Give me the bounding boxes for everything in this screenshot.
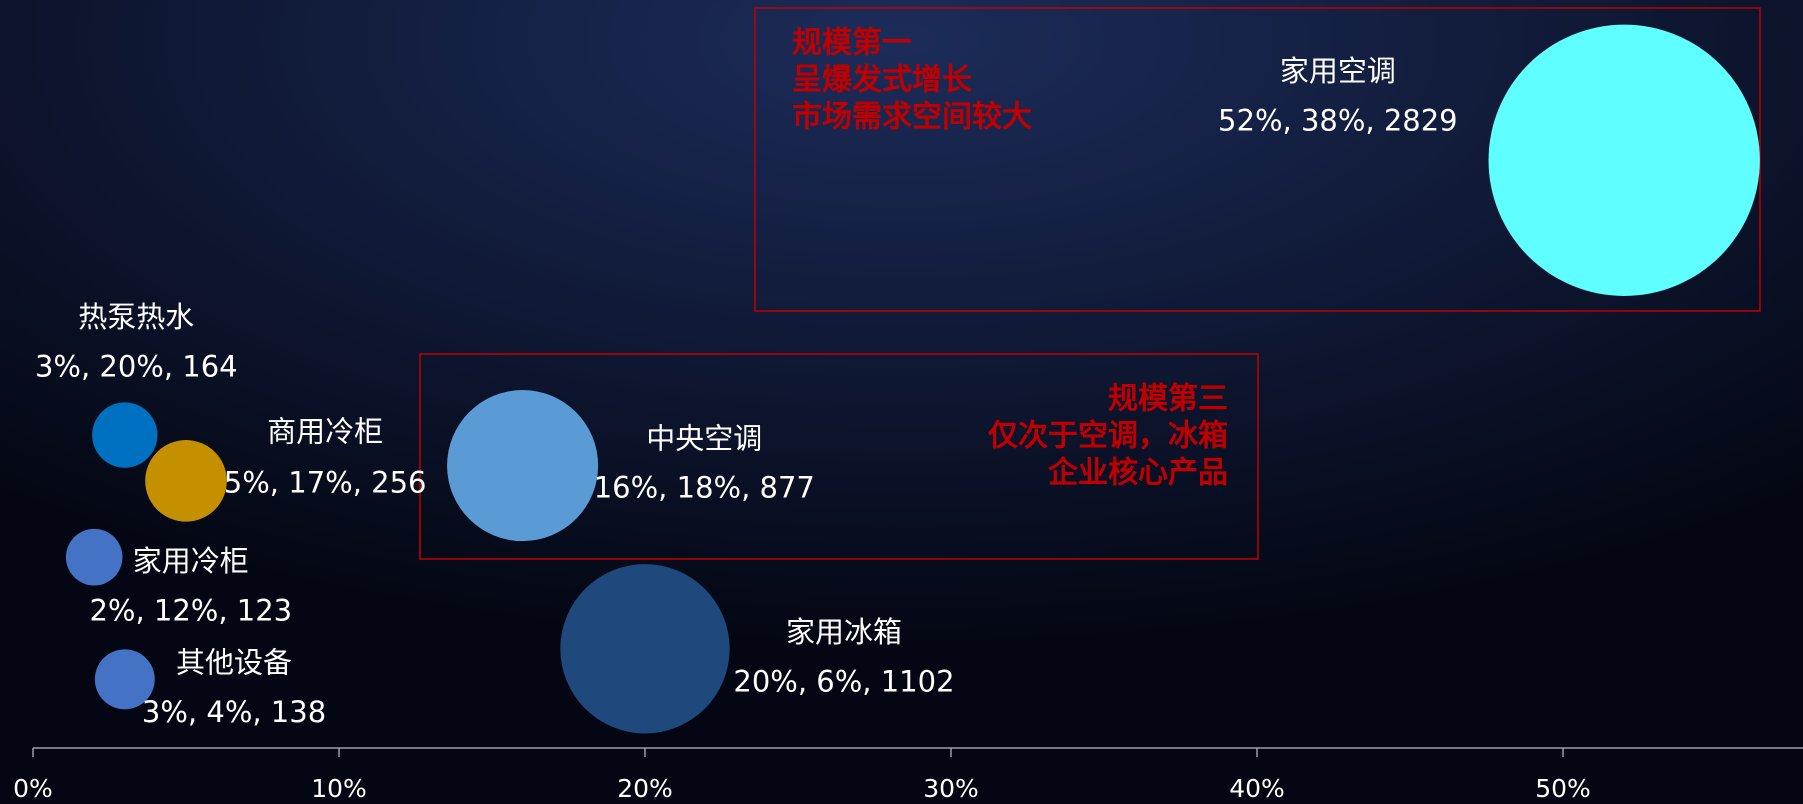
bubble-name: 家用空调 [1280,54,1396,88]
x-tick-label: 10% [311,774,367,803]
bubble [560,564,730,734]
bubble-label: 3%, 4%, 138 [142,695,326,729]
bubble-label: 3%, 20%, 164 [35,349,238,383]
bubble [447,390,599,542]
bubble-name: 家用冰箱 [786,615,902,649]
highlight-box [419,353,1259,560]
bubble-name: 中央空调 [646,421,762,455]
highlight-box [754,7,1761,312]
bubble-name: 家用冷柜 [133,544,249,578]
bubble-label: 52%, 38%, 2829 [1218,103,1458,137]
bubble-label: 16%, 18%, 877 [594,471,815,505]
bubble [94,649,155,710]
bubble [65,528,123,586]
bubble-label: 5%, 17%, 256 [224,465,427,499]
annotation: 呈爆发式增长 [792,63,972,98]
bubble-name: 热泵热水 [78,300,194,334]
bubble [145,440,227,522]
annotation: 仅次于空调，冰箱 [988,419,1228,454]
annotation: 企业核心产品 [1048,456,1228,491]
x-tick-label: 20% [617,774,673,803]
bubble-name: 商用冷柜 [267,415,383,449]
x-tick-label: 0% [13,774,53,803]
bubble-label: 20%, 6%, 1102 [733,664,954,698]
x-tick-label: 30% [923,774,979,803]
bubble-label: 2%, 12%, 123 [89,593,292,627]
bubble-name: 其他设备 [176,645,292,679]
annotation: 市场需求空间较大 [792,100,1032,135]
x-tick-label: 40% [1229,774,1285,803]
bubble [1488,24,1760,296]
x-tick-label: 50% [1535,774,1591,803]
annotation: 规模第三 [1108,382,1228,417]
bubble [92,402,158,468]
annotation: 规模第一 [792,26,912,61]
